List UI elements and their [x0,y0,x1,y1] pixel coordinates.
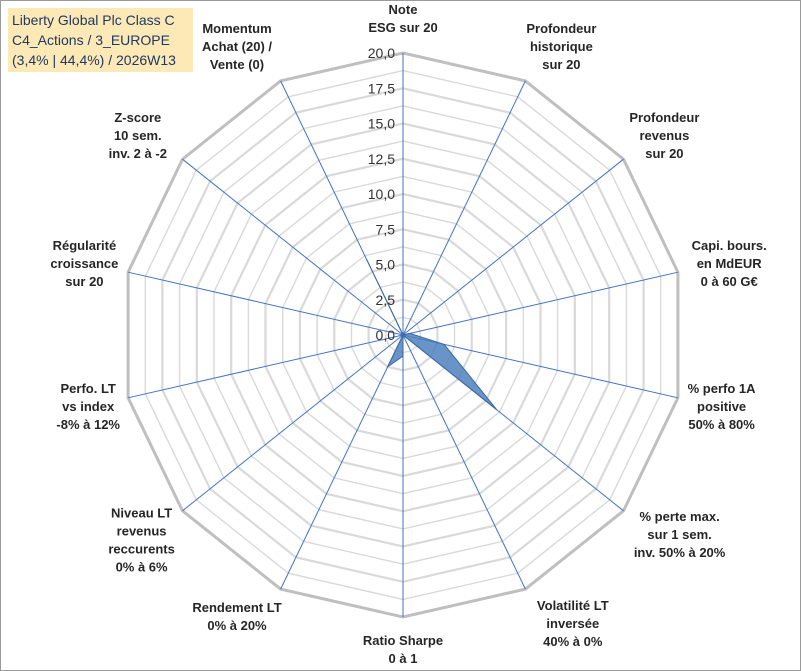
category-label-line: Perfo. LT [61,381,116,396]
axis-spoke [127,271,404,336]
category-label-line: sur 20 [645,146,683,161]
tick-label: 5,0 [376,257,396,273]
category-label-line: vs index [62,399,115,414]
category-label-line: inv. 50% à 20% [634,545,726,560]
category-label: % perfo 1A positive 50% à 80% [688,381,757,432]
tick-label: 17,5 [368,80,395,96]
tick-label: 2,5 [376,292,396,308]
category-label-line: 0 à 1 [389,651,418,666]
category-label-line: 0 à 60 G€ [701,274,758,289]
category-label-line: historique [530,39,593,54]
category-label-line: Régularité [53,238,117,253]
category-label-line: sur 1 sem. [647,527,711,542]
tick-label: 0,0 [376,327,396,343]
category-label-line: inv. 2 à -2 [109,146,167,161]
category-label: Profondeur historique sur 20 [526,21,596,72]
title-line-2: C4_Actions / 3_EUROPE [12,32,170,48]
axis-spoke [402,80,526,336]
category-label-line: Achat (20) / [202,39,272,54]
category-label: Ratio Sharpe 0 à 1 [363,633,443,666]
axis-spoke [402,334,679,399]
category-label: Capi. bours. en MdEUR 0 à 60 G€ [692,238,767,289]
series-layer [365,258,498,411]
category-label-line: sur 20 [542,57,580,72]
series-area [365,258,498,411]
category-label-line: reccurents [108,541,174,556]
category-label-line: -8% à 12% [56,417,120,432]
category-label-line: Profondeur [526,21,596,36]
category-label-line: % perfo 1A [688,381,757,396]
tick-label: 20,0 [368,45,395,61]
axis-spoke [402,271,679,336]
axis-spoke [127,334,404,399]
category-label-line: revenus [639,128,689,143]
category-label: Profondeur revenus sur 20 [629,110,699,161]
category-label-line: 40% à 0% [543,634,603,649]
category-label-line: inversée [546,616,599,631]
category-label: Momentum Achat (20) / Vente (0) [202,21,272,72]
category-label-line: Z-score [114,110,161,125]
tick-label: 10,0 [368,186,395,202]
grid-layer [126,51,680,619]
category-label: Niveau LT revenus reccurents 0% à 6% [108,505,174,574]
category-label: Z-score 10 sem. inv. 2 à -2 [109,110,167,161]
category-label-line: Profondeur [629,110,699,125]
category-label: Régularité croissance sur 20 [50,238,118,289]
title-line-3: (3,4% | 44,4%) / 2026W13 [12,52,176,68]
category-label-line: % perte max. [639,509,719,524]
category-label-line: Niveau LT [111,505,172,520]
tick-layer: 0,0 2,5 5,0 7,5 10,0 12,5 15,0 17,5 20,0 [368,45,395,343]
category-label-line: 0% à 20% [207,618,267,633]
category-label-line: en MdEUR [697,256,763,271]
category-label-line: Rendement LT [192,600,281,615]
category-label-line: Vente (0) [210,57,264,72]
tick-label: 15,0 [368,116,395,132]
category-label-line: sur 20 [65,274,103,289]
category-label-line: ESG sur 20 [368,20,437,35]
category-label: Rendement LT 0% à 20% [192,600,281,633]
title-line-1: Liberty Global Plc Class C [12,12,175,28]
tick-label: 12,5 [368,151,395,167]
axis-spoke [402,158,624,336]
category-label: Note ESG sur 20 [368,2,437,35]
category-label: % perte max. sur 1 sem. inv. 50% à 20% [634,509,726,560]
category-label-line: positive [697,399,746,414]
category-label-line: 0% à 6% [116,559,168,574]
category-label-line: 50% à 80% [688,417,755,432]
category-label-line: 10 sem. [114,128,162,143]
axis-spoke [280,334,404,590]
axis-spoke [402,334,526,590]
category-layer: Note ESG sur 20 Profondeur historique sur 20… [50,2,766,666]
category-label-line: Momentum [202,21,271,36]
tick-label: 7,5 [376,221,396,237]
category-label-line: revenus [117,523,167,538]
category-label-line: croissance [50,256,118,271]
category-label-line: Ratio Sharpe [363,633,443,648]
category-label: Volatilité LT inversée 40% à 0% [537,598,609,649]
category-label: Perfo. LT vs index -8% à 12% [56,381,120,432]
axis-spoke [182,158,404,336]
category-label-line: Volatilité LT [537,598,609,613]
chart-title-box: Liberty Global Plc Class C C4_Actions / … [8,8,193,72]
category-label-line: Capi. bours. [692,238,767,253]
category-label-line: Note [389,2,418,17]
axis-spoke [182,334,404,512]
